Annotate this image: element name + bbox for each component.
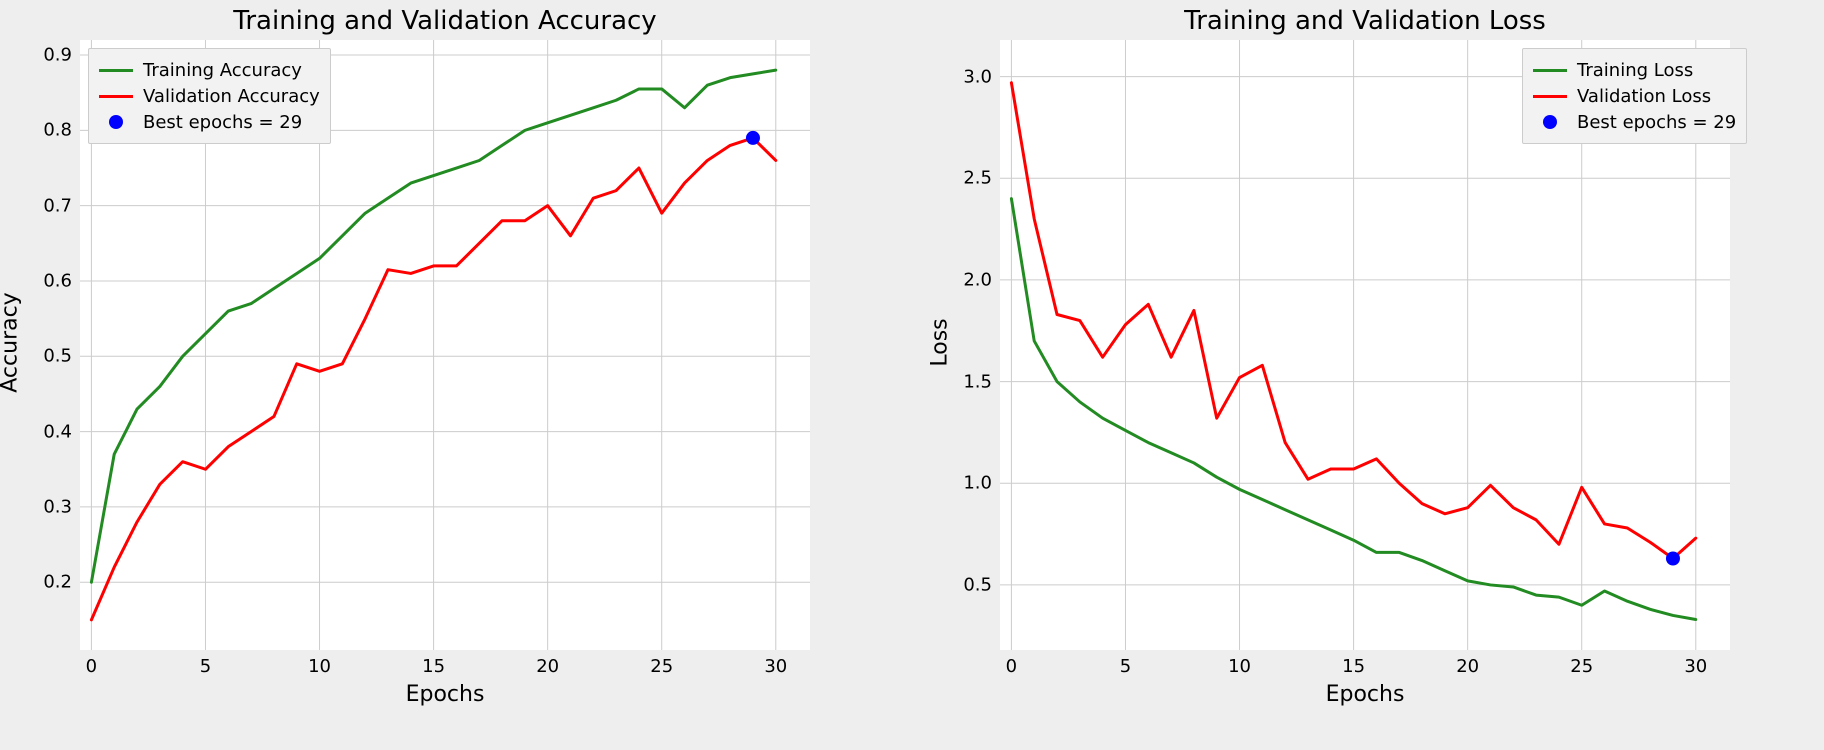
y-tick-label: 0.5 [950,574,992,595]
y-tick-label: 0.6 [30,270,72,291]
x-tick-label: 0 [86,656,97,677]
x-tick-label: 15 [1342,656,1365,677]
legend-line-icon [1533,69,1567,72]
accuracy-ylabel: Accuracy [0,263,23,423]
x-tick-label: 25 [650,656,673,677]
x-tick-label: 10 [308,656,331,677]
x-tick-label: 10 [1228,656,1251,677]
legend-dot-icon [1533,115,1567,129]
y-tick-label: 0.2 [30,572,72,593]
loss-title: Training and Validation Loss [1000,6,1730,36]
legend-item-train-loss: Training Loss [1533,57,1736,83]
y-tick-label: 0.7 [30,195,72,216]
x-tick-label: 15 [422,656,445,677]
legend-item-best-loss: Best epochs = 29 [1533,109,1736,135]
y-tick-label: 3.0 [950,66,992,87]
y-tick-label: 0.5 [30,346,72,367]
legend-label: Best epochs = 29 [1577,112,1736,133]
legend-label: Training Loss [1577,60,1693,81]
legend-label: Training Accuracy [143,60,302,81]
legend-line-icon [1533,95,1567,98]
legend-item-train-acc: Training Accuracy [99,57,320,83]
x-tick-label: 20 [536,656,559,677]
legend-dot-icon [99,115,133,129]
figure: Training and Validation Accuracy Epochs … [0,0,1824,750]
x-tick-label: 0 [1006,656,1017,677]
x-tick-label: 5 [200,656,211,677]
y-tick-label: 0.4 [30,421,72,442]
y-tick-label: 1.5 [950,371,992,392]
loss-ylabel: Loss [928,273,953,413]
legend-line-icon [99,69,133,72]
legend-item-best-acc: Best epochs = 29 [99,109,320,135]
loss-legend: Training Loss Validation Loss Best epoch… [1522,48,1747,144]
x-tick-label: 25 [1570,656,1593,677]
y-tick-label: 1.0 [950,473,992,494]
legend-label: Validation Loss [1577,86,1711,107]
legend-item-val-acc: Validation Accuracy [99,83,320,109]
y-tick-label: 2.5 [950,168,992,189]
y-tick-label: 2.0 [950,269,992,290]
x-tick-label: 30 [764,656,787,677]
y-tick-label: 0.8 [30,120,72,141]
legend-line-icon [99,95,133,98]
accuracy-xlabel: Epochs [80,682,810,707]
legend-item-val-loss: Validation Loss [1533,83,1736,109]
legend-label: Best epochs = 29 [143,112,302,133]
y-tick-label: 0.9 [30,45,72,66]
accuracy-legend: Training Accuracy Validation Accuracy Be… [88,48,331,144]
loss-xlabel: Epochs [1000,682,1730,707]
x-tick-label: 20 [1456,656,1479,677]
x-tick-label: 5 [1120,656,1131,677]
accuracy-title: Training and Validation Accuracy [80,6,810,36]
legend-label: Validation Accuracy [143,86,320,107]
x-tick-label: 30 [1684,656,1707,677]
y-tick-label: 0.3 [30,496,72,517]
